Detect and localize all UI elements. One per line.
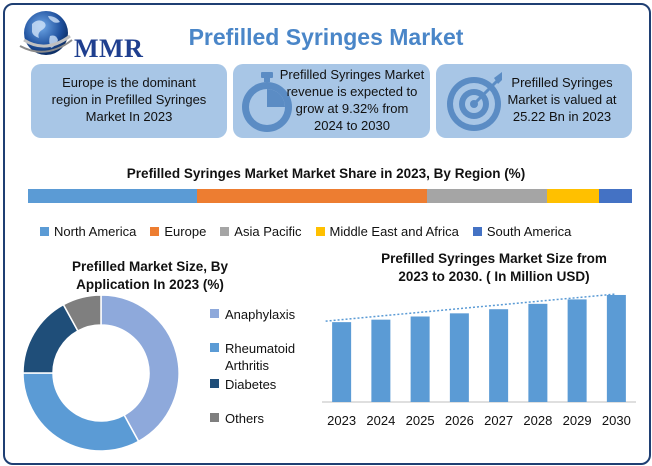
legend-label: South America bbox=[486, 224, 572, 239]
x-tick-label: 2029 bbox=[563, 413, 592, 428]
legend-swatch bbox=[220, 227, 230, 236]
trendline bbox=[325, 293, 617, 322]
card-line: Prefilled Syringes Market bbox=[279, 67, 425, 82]
title-line: Application In 2023 (%) bbox=[76, 277, 224, 292]
bar-2025 bbox=[410, 316, 430, 402]
info-card-dominant-region: Europe is the dominant region in Prefill… bbox=[31, 64, 227, 138]
legend-swatch bbox=[40, 227, 49, 236]
card-text: Prefilled Syringes Market revenue is exp… bbox=[277, 66, 427, 134]
card-line: 25.22 Bn in 2023 bbox=[512, 109, 612, 124]
legend-item: Rheumatoid Arthritis bbox=[210, 340, 309, 374]
info-card-growth: Prefilled Syringes Market revenue is exp… bbox=[233, 64, 430, 138]
application-chart-title: Prefilled Market Size, By Application In… bbox=[40, 258, 260, 294]
legend-item: North America bbox=[40, 224, 136, 239]
x-tick-label: 2030 bbox=[602, 413, 631, 428]
legend-swatch bbox=[210, 379, 219, 388]
legend-swatch bbox=[150, 227, 160, 236]
stopwatch-icon bbox=[242, 72, 292, 132]
x-tick-label: 2025 bbox=[406, 413, 435, 428]
card-line: region in Prefilled Syringes bbox=[51, 92, 207, 107]
legend-item: Anaphylaxis bbox=[210, 306, 309, 323]
card-text: Prefilled Syringes Market is valued at 2… bbox=[496, 74, 628, 125]
region-share-bar bbox=[28, 189, 632, 203]
legend-item: Asia Pacific bbox=[220, 224, 302, 239]
card-line: Market In 2023 bbox=[85, 109, 173, 124]
logo-text: MMR bbox=[74, 34, 144, 63]
region-legend: North America Europe Asia Pacific Middle Ea… bbox=[40, 224, 640, 239]
bar-2029 bbox=[567, 299, 587, 402]
card-line: Prefilled Syringes bbox=[511, 75, 613, 90]
title-line: Prefilled Syringes Market Size from bbox=[381, 251, 607, 266]
legend-label: Europe bbox=[164, 224, 207, 239]
legend-swatch bbox=[210, 343, 219, 352]
share-segment-north-america bbox=[28, 189, 198, 203]
card-line: Europe is the dominant bbox=[62, 75, 196, 90]
title-line: 2023 to 2030. ( In Million USD) bbox=[398, 269, 590, 284]
legend-swatch bbox=[315, 227, 325, 236]
x-tick-label: 2024 bbox=[366, 413, 395, 428]
page-title: Prefilled Syringes Market bbox=[188, 24, 464, 50]
title-line: Prefilled Market Size, By bbox=[71, 259, 229, 274]
legend-item: South America bbox=[472, 224, 572, 239]
card-line: grow at 9.32% from bbox=[295, 101, 409, 116]
legend-swatch bbox=[472, 227, 482, 236]
bar-2024 bbox=[371, 319, 391, 402]
card-line: Market is valued at bbox=[507, 92, 617, 107]
legend-item: Middle East and Africa bbox=[315, 224, 459, 239]
legend-item: Europe bbox=[150, 224, 206, 239]
globe-icon bbox=[19, 11, 73, 55]
legend-item: Diabetes bbox=[210, 376, 309, 393]
region-chart-title: Prefilled Syringes Market Market Share i… bbox=[126, 166, 526, 181]
card-text: Europe is the dominant region in Prefill… bbox=[39, 74, 219, 125]
x-tick-label: 2028 bbox=[523, 413, 552, 428]
share-segment-europe bbox=[197, 189, 427, 203]
info-card-valuation: Prefilled Syringes Market is valued at 2… bbox=[436, 64, 632, 138]
legend-swatch bbox=[210, 309, 219, 318]
x-tick-label: 2027 bbox=[484, 413, 513, 428]
legend-label: Others bbox=[225, 411, 265, 426]
bar-2023 bbox=[332, 322, 352, 402]
card-line: 2024 to 2030 bbox=[314, 118, 390, 133]
legend-item: Others bbox=[210, 410, 309, 427]
donut-slice-rheumatoid-arthritis bbox=[22, 372, 140, 452]
legend-label: Asia Pacific bbox=[234, 224, 302, 239]
bar-2026 bbox=[449, 313, 469, 402]
market-size-bar-chart: 2023 2024 2025 2026 2027 2028 2029 2030 bbox=[322, 293, 636, 428]
legend-swatch bbox=[210, 413, 219, 422]
mmr-logo: MMR bbox=[14, 6, 144, 64]
donut-slice-anaphylaxis bbox=[100, 294, 180, 443]
legend-label: North America bbox=[54, 224, 137, 239]
x-tick-label: 2026 bbox=[445, 413, 474, 428]
bar-2028 bbox=[528, 303, 548, 402]
market-size-chart-title: Prefilled Syringes Market Size from 2023… bbox=[354, 250, 634, 286]
bar-2030 bbox=[606, 294, 626, 402]
card-line: revenue is expected to bbox=[286, 84, 418, 99]
x-tick-label: 2023 bbox=[327, 413, 356, 428]
share-segment-middle-east-and-africa bbox=[547, 189, 599, 203]
application-donut-chart bbox=[22, 294, 180, 452]
legend-label: Rheumatoid Arthritis bbox=[225, 341, 296, 373]
target-icon bbox=[447, 72, 502, 131]
bar-2027 bbox=[489, 309, 509, 402]
share-segment-asia-pacific bbox=[426, 189, 548, 203]
share-segment-south-america bbox=[598, 189, 632, 203]
legend-label: Anaphylaxis bbox=[225, 307, 296, 322]
donut-slice-others bbox=[62, 294, 102, 332]
legend-label: Middle East and Africa bbox=[329, 224, 459, 239]
legend-label: Diabetes bbox=[225, 377, 277, 392]
